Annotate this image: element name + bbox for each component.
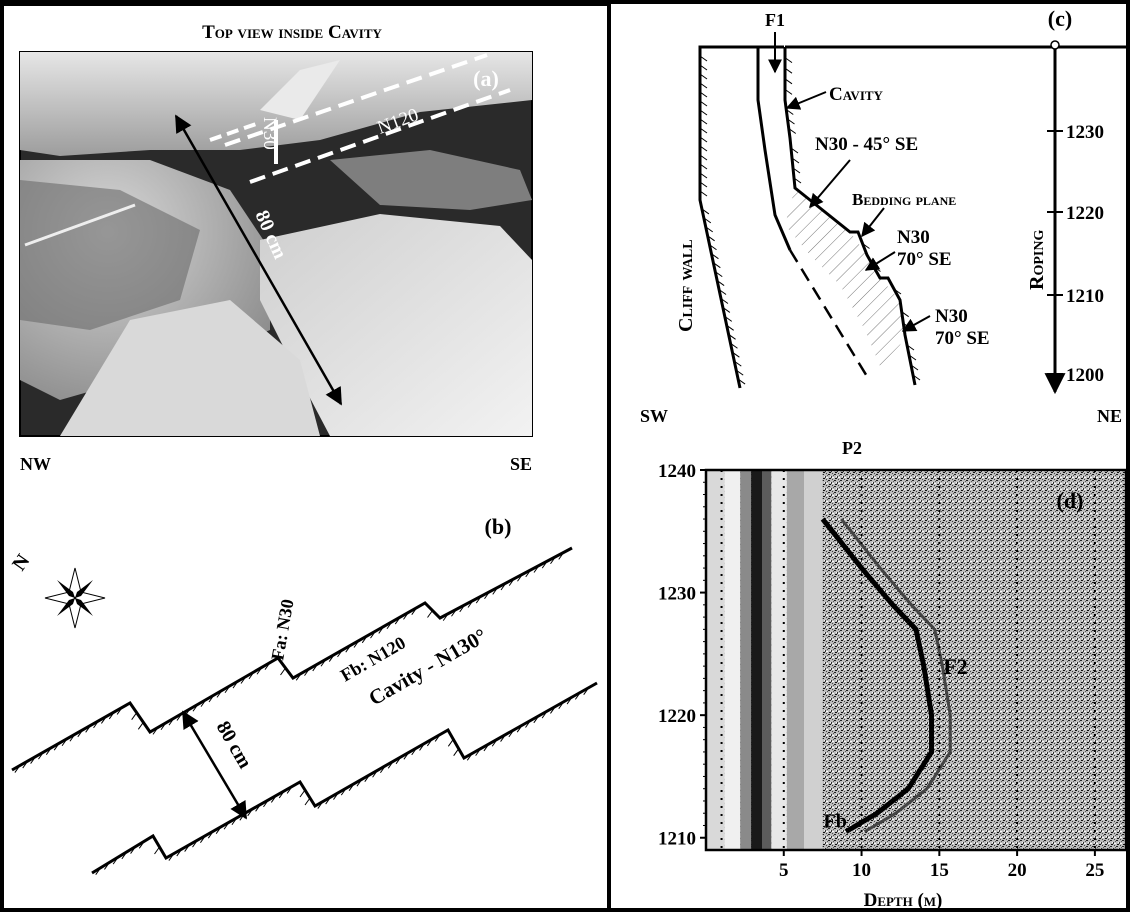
radargram-axes: 5 10 15 20 25 1240 1230 1220 1210 xyxy=(658,461,1128,881)
roping-scale: 1230 1220 1210 1200 xyxy=(1044,40,1104,395)
scale-tick-1230: 1230 xyxy=(1066,122,1104,143)
panel-a-title: Top view inside Cavity xyxy=(202,22,382,43)
n30-70-b-line1: N30 xyxy=(935,306,968,327)
y-tick-label: 1210 xyxy=(658,829,696,850)
cave-photo xyxy=(19,51,533,437)
f2-annotation: F2 xyxy=(943,654,967,679)
x-tick-label: 5 xyxy=(779,860,789,881)
panel-c-label: (c) xyxy=(1048,6,1072,31)
ne-label: NE xyxy=(1097,406,1122,426)
radargram-title: P2 xyxy=(842,438,862,458)
cavity-width-label: 80 cm xyxy=(212,718,256,773)
cavity-label: Cavity xyxy=(829,84,884,105)
sw-label: SW xyxy=(640,406,668,426)
n30-70-b-line2: 70° SE xyxy=(935,328,990,349)
panel-a: Top view inside Cavity (a) N30 N120 80 c… xyxy=(19,22,533,474)
cavity-upper-wall xyxy=(11,546,573,772)
scale-tick-1210: 1210 xyxy=(1066,286,1104,307)
n30-label: N30 xyxy=(259,117,280,150)
cavity-lower-wall xyxy=(91,681,598,875)
n30-70-a-line2: 70° SE xyxy=(897,249,952,270)
panel-d-label: (d) xyxy=(1057,488,1084,513)
compass-rose-icon xyxy=(44,567,106,629)
cavity-width-arrow xyxy=(181,710,248,820)
bedding-plane-label: Bedding plane xyxy=(852,190,956,209)
x-axis-title: Depth (m) xyxy=(864,890,943,911)
panel-d: P2 (d) 5 10 15 20 25 1240 1230 1220 1210 F2 Fb D… xyxy=(658,438,1128,911)
cavity-profile xyxy=(756,45,1130,386)
se-label: SE xyxy=(510,454,532,474)
y-tick-label: 1230 xyxy=(658,584,696,605)
north-label: N xyxy=(8,550,35,575)
scale-tick-1220: 1220 xyxy=(1066,203,1104,224)
cliff-wall xyxy=(698,45,765,389)
x-tick-label: 10 xyxy=(852,860,871,881)
roping-label: Roping xyxy=(1026,230,1048,290)
n30-70-a-line1: N30 xyxy=(897,227,930,248)
panel-b-label: (b) xyxy=(485,514,512,539)
cliff-wall-label: Cliff wall xyxy=(675,239,697,332)
panel-a-label: (a) xyxy=(473,66,499,91)
panel-b: (b) N 80 cm Fa: N30 Fb: N120 Cavity - N1… xyxy=(8,514,598,876)
x-tick-label: 15 xyxy=(930,860,949,881)
fb-annotation: Fb xyxy=(824,810,847,832)
f2-reflector-echo xyxy=(840,518,952,833)
fa-label: Fa: N30 xyxy=(267,598,297,662)
x-tick-label: 20 xyxy=(1008,860,1027,881)
f2-reflector-line xyxy=(820,517,935,834)
panel-c: (c) F1 1230 1220 1210 1200 Ca xyxy=(640,6,1130,426)
n30-45-label: N30 - 45° SE xyxy=(815,134,918,155)
y-tick-label: 1220 xyxy=(658,706,696,727)
nw-label: NW xyxy=(20,454,51,474)
f1-label: F1 xyxy=(765,10,785,30)
radargram-plot xyxy=(706,470,1126,850)
cavity-orientation-label: Cavity - N130° xyxy=(365,624,491,711)
plot-frame xyxy=(704,468,1128,852)
y-tick-label: 1240 xyxy=(658,461,696,482)
x-tick-label: 25 xyxy=(1085,860,1104,881)
scale-tick-1200: 1200 xyxy=(1066,365,1104,386)
